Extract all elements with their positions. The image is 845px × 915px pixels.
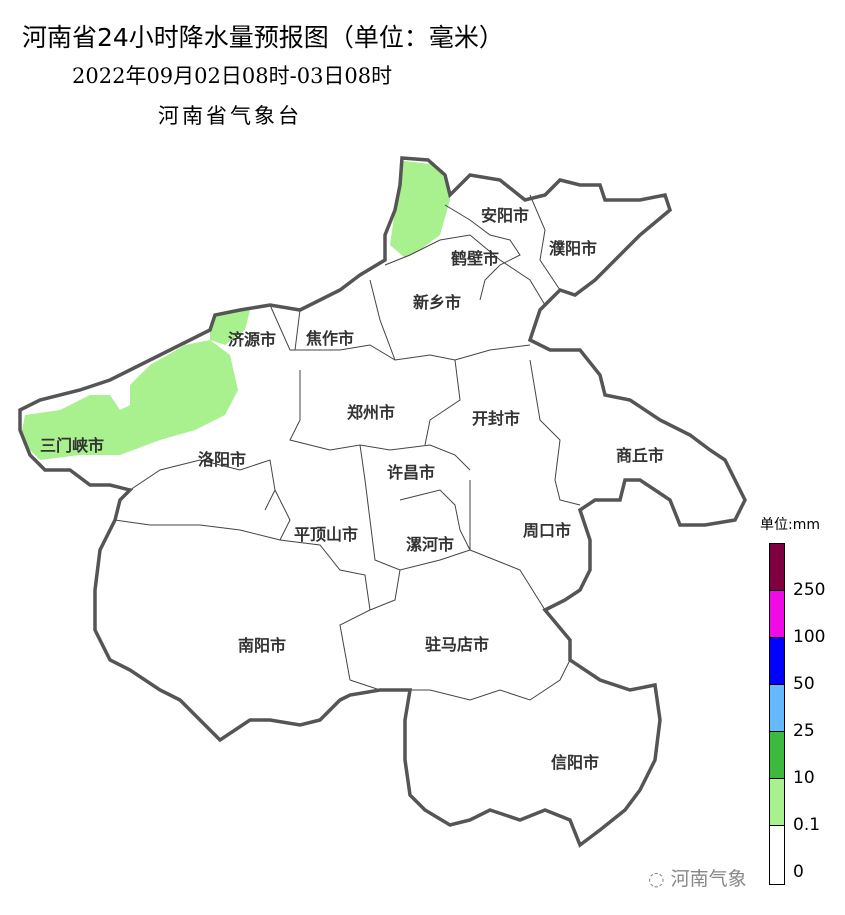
city-label-zhoukou: 周口市	[522, 521, 572, 540]
city-label-nanyang: 南阳市	[237, 636, 287, 655]
city-label-puyang: 濮阳市	[548, 239, 598, 258]
issuer: 河南省气象台	[158, 104, 302, 128]
city-label-jiyuan: 济源市	[227, 330, 277, 349]
legend-tick-label: 25	[793, 721, 815, 741]
city-label-zhumadian: 驻马店市	[424, 635, 490, 654]
rain-area-sanmenxia-luoyang	[20, 340, 238, 460]
legend-swatch	[769, 637, 785, 685]
city-label-shangqiu: 商丘市	[615, 446, 665, 465]
city-label-hebi: 鹤壁市	[450, 249, 500, 268]
watermark: ◌ 河南气象	[648, 864, 747, 891]
legend-tick-label: 10	[793, 768, 815, 788]
province-border	[18, 156, 747, 847]
watermark-text: 河南气象	[670, 868, 747, 890]
legend-swatch	[769, 731, 785, 779]
wechat-icon: ◌	[648, 868, 665, 890]
city-label-xinyang: 信阳市	[550, 753, 600, 772]
legend-swatch	[769, 684, 785, 732]
city-label-luohe: 漯河市	[405, 535, 455, 554]
city-label-xinxiang: 新乡市	[412, 293, 462, 312]
city-label-xuchang: 许昌市	[386, 463, 436, 482]
city-label-luoyang: 洛阳市	[197, 450, 247, 469]
rain-area-jiyuan	[210, 310, 250, 345]
legend-tick-label: 0	[793, 862, 804, 882]
legend-tick-label: 100	[793, 627, 826, 647]
city-boundaries	[114, 194, 581, 701]
legend-swatch	[769, 825, 785, 885]
city-label-sanmenxia: 三门峡市	[39, 436, 105, 455]
rain-areas	[20, 160, 450, 460]
legend-tick-label: 0.1	[793, 815, 821, 835]
legend-swatch	[769, 590, 785, 638]
legend-swatch	[769, 543, 785, 591]
forecast-period: 2022年09月02日08时-03日08时	[72, 64, 393, 88]
legend-unit: 单位:mm	[760, 517, 820, 533]
city-label-pingdingshan: 平顶山市	[293, 525, 359, 544]
legend-tick-label: 50	[793, 674, 815, 694]
map-title: 河南省24小时降水量预报图（单位：毫米）	[22, 23, 504, 52]
legend-swatch	[769, 778, 785, 826]
rain-area-anyang-west	[390, 160, 450, 258]
city-label-jiaozuo: 焦作市	[305, 329, 355, 348]
legend-tick-label: 250	[793, 580, 826, 600]
city-label-zhengzhou: 郑州市	[346, 403, 396, 422]
city-label-kaifeng: 开封市	[471, 409, 521, 428]
city-label-anyang: 安阳市	[480, 206, 530, 225]
